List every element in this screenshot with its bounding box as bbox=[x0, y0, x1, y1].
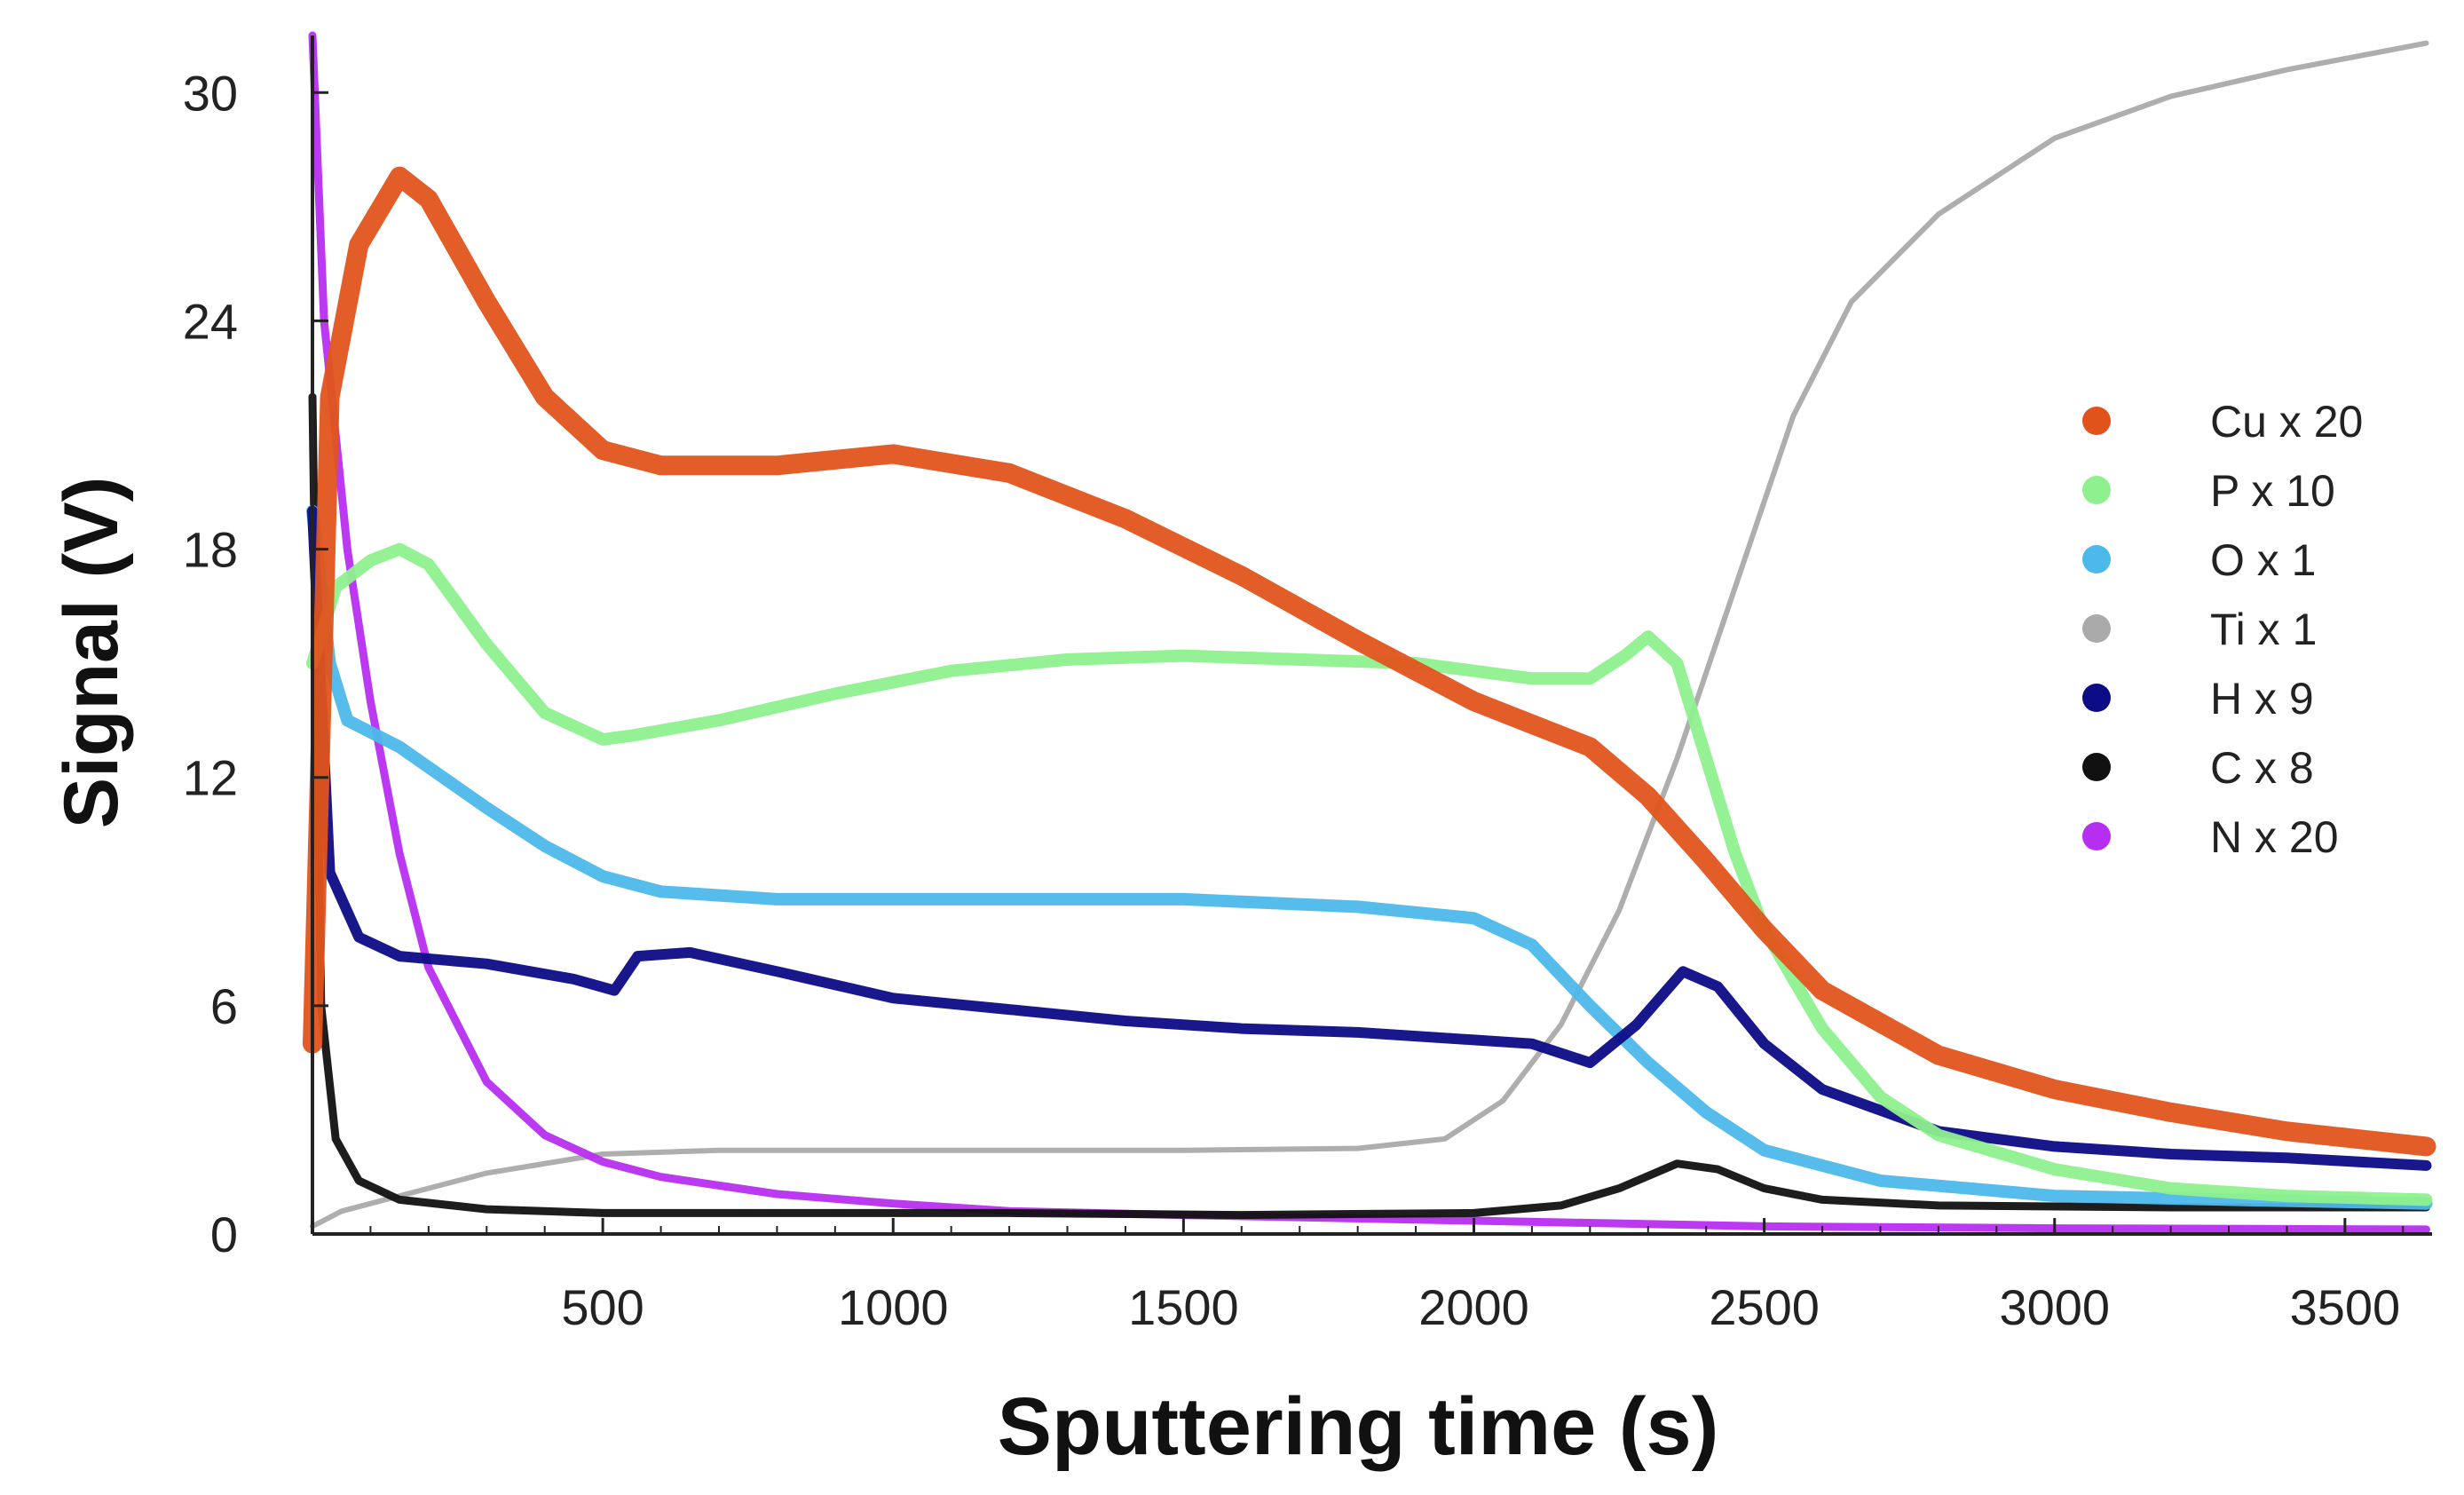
legend-label: C x 8 bbox=[2210, 743, 2314, 793]
ticks-layer: 500 1000 1500 2000 2500 3000 3500 0 6 12 18 24 30 bbox=[183, 65, 2405, 1335]
series-line-cu bbox=[303, 166, 2436, 1157]
series-line-n bbox=[308, 31, 2430, 1234]
y-tick-label: 24 bbox=[183, 293, 238, 349]
legend-marker bbox=[2082, 822, 2111, 850]
y-tick-label: 6 bbox=[210, 978, 238, 1034]
legend-marker bbox=[2082, 407, 2111, 435]
legend: Cu x 20 P x 10 O x 1 Ti x 1 H x 9 C x 8 N x 20 bbox=[2082, 397, 2363, 862]
y-axis-title: Signal (V) bbox=[49, 477, 134, 829]
x-tick-label: 500 bbox=[561, 1279, 644, 1335]
series-line-c bbox=[308, 392, 2430, 1220]
series-layer bbox=[303, 31, 2436, 1234]
y-tick-label: 12 bbox=[183, 750, 238, 806]
series-line-h bbox=[307, 505, 2432, 1171]
legend-marker bbox=[2082, 545, 2111, 573]
legend-marker bbox=[2082, 614, 2111, 643]
x-tick-label: 1000 bbox=[838, 1279, 949, 1335]
legend-marker bbox=[2082, 684, 2111, 712]
legend-label: H x 9 bbox=[2210, 674, 2314, 724]
x-tick-label: 2500 bbox=[1709, 1279, 1820, 1335]
x-axis-title: Sputtering time (s) bbox=[998, 1381, 1719, 1472]
legend-label: N x 20 bbox=[2210, 812, 2339, 862]
legend-marker bbox=[2082, 753, 2111, 781]
legend-label: P x 10 bbox=[2210, 466, 2335, 516]
y-tick-label: 0 bbox=[210, 1206, 238, 1262]
legend-label: O x 1 bbox=[2210, 535, 2316, 585]
x-tick-label: 2000 bbox=[1418, 1279, 1529, 1335]
y-tick-label: 18 bbox=[183, 522, 238, 578]
legend-label: Cu x 20 bbox=[2210, 397, 2363, 447]
x-tick-label: 3000 bbox=[1999, 1279, 2110, 1335]
x-tick-label: 3500 bbox=[2290, 1279, 2401, 1335]
legend-label: Ti x 1 bbox=[2210, 605, 2317, 654]
series-line-ti bbox=[310, 40, 2429, 1230]
series-line-o bbox=[306, 504, 2433, 1210]
x-tick-label: 1500 bbox=[1128, 1279, 1239, 1335]
y-tick-label: 30 bbox=[183, 65, 238, 121]
legend-marker bbox=[2082, 476, 2111, 504]
